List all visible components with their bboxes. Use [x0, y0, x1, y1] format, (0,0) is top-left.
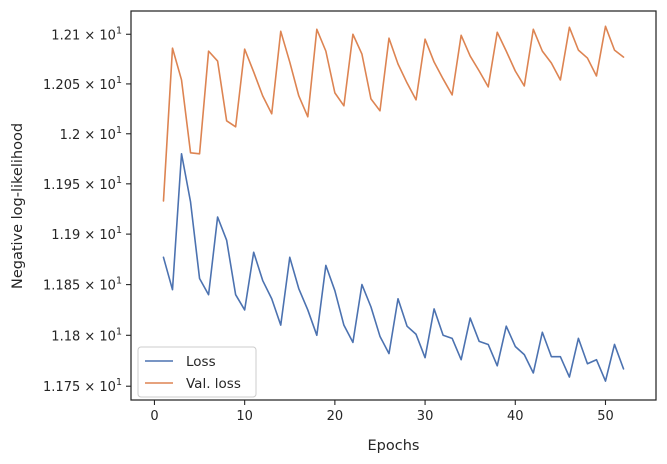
legend-item: Val. loss [145, 376, 241, 392]
series-loss [162, 152, 625, 382]
x-tick-label: 50 [597, 409, 614, 424]
y-tick-label: 1.205 × 101 [43, 75, 122, 93]
series-val-loss [162, 25, 625, 202]
x-tick-label: 20 [327, 409, 344, 424]
x-tick-label: 10 [236, 409, 253, 424]
legend-item: Loss [145, 354, 216, 370]
x-tick-label: 30 [417, 409, 434, 424]
x-axis-label: Epochs [368, 438, 420, 454]
series-line [162, 152, 625, 382]
y-tick-label: 1.19 × 101 [51, 225, 122, 243]
ticks-layer: 0 10 20 30 40 50 1.175 × 101 1.18 × 101 1.185 × … [43, 25, 614, 424]
y-axis-label: Negative log-likelihood [10, 123, 26, 289]
x-tick-label: 0 [150, 409, 158, 424]
legend-box [137, 346, 257, 398]
y-tick-label: 1.175 × 101 [43, 377, 122, 395]
y-tick-label: 1.21 × 101 [51, 25, 122, 43]
series-layer [162, 25, 625, 382]
x-tick-label: 40 [507, 409, 524, 424]
y-tick-label: 1.185 × 101 [43, 276, 122, 294]
y-tick-label: 1.195 × 101 [43, 175, 122, 193]
y-tick-label: 1.18 × 101 [51, 326, 122, 344]
legend: Loss Val. loss [137, 346, 257, 398]
y-tick-label: 1.2 × 101 [60, 125, 122, 143]
plot-frame [130, 10, 657, 401]
legend-label: Loss [186, 354, 216, 370]
series-line [162, 25, 625, 202]
legend-label: Val. loss [186, 376, 241, 392]
